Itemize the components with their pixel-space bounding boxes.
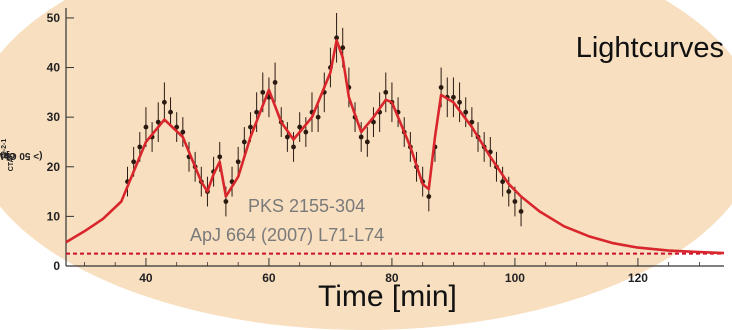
- model-curve-line: [65, 38, 725, 255]
- chart-title: Lightcurves: [575, 32, 724, 64]
- data-point: [272, 80, 278, 85]
- x-tick-label: 60: [262, 271, 276, 285]
- data-point: [260, 89, 266, 95]
- data-point: [168, 109, 173, 115]
- data-point: [303, 129, 309, 135]
- data-point: [155, 119, 161, 125]
- ylabel-end: ]: [6, 149, 10, 161]
- data-points-group: [125, 12, 524, 227]
- data-point: [254, 109, 260, 115]
- data-point: [340, 45, 346, 51]
- data-point: [512, 199, 518, 204]
- y-tick-label: 20: [47, 160, 61, 174]
- data-point: [174, 124, 180, 130]
- data-point: [297, 124, 303, 130]
- data-point: [358, 134, 364, 140]
- data-point: [315, 114, 321, 120]
- annotation-reference: ApJ 664 (2007) L71-L74: [190, 225, 385, 245]
- data-point: [383, 89, 389, 95]
- y-tick-label: 0: [53, 259, 60, 273]
- data-point: [364, 139, 370, 145]
- annotation-source: PKS 2155-304: [248, 196, 366, 216]
- data-point: [223, 199, 229, 204]
- y-tick-label: 30: [47, 110, 61, 124]
- data-point: [248, 124, 253, 130]
- data-point: [438, 84, 444, 90]
- data-point: [180, 129, 186, 135]
- x-tick-label: 40: [139, 271, 153, 285]
- data-point: [500, 179, 506, 185]
- data-point: [506, 189, 512, 194]
- data-point: [241, 139, 247, 145]
- y-tick-label: 10: [47, 209, 61, 223]
- data-point: [217, 154, 223, 160]
- plot-frame: [65, 8, 724, 267]
- x-tick-label: 100: [505, 271, 525, 285]
- y-tick-label: 50: [47, 11, 61, 25]
- data-point: [518, 209, 524, 214]
- data-point: [457, 99, 462, 105]
- data-point: [371, 119, 376, 125]
- data-point: [143, 124, 149, 130]
- data-point: [137, 144, 143, 150]
- model-curve-group: [65, 38, 725, 255]
- ylabel-exp3: -1: [0, 138, 8, 145]
- x-tick-label: 80: [385, 271, 399, 285]
- data-point: [426, 194, 432, 199]
- data-point: [451, 94, 456, 100]
- data-point: [131, 159, 137, 165]
- x-axis-label: Time [min]: [318, 280, 457, 313]
- data-point: [235, 159, 241, 165]
- data-point: [334, 35, 339, 41]
- data-point: [463, 109, 469, 115]
- data-point: [161, 99, 167, 105]
- data-point: [291, 144, 296, 150]
- axis-ticks: 0 10 20 30 40 50 40 60 80 100 120: [47, 11, 700, 285]
- data-point: [284, 134, 290, 140]
- x-tick-label: 120: [628, 271, 648, 285]
- y-tick-label: 40: [47, 61, 61, 75]
